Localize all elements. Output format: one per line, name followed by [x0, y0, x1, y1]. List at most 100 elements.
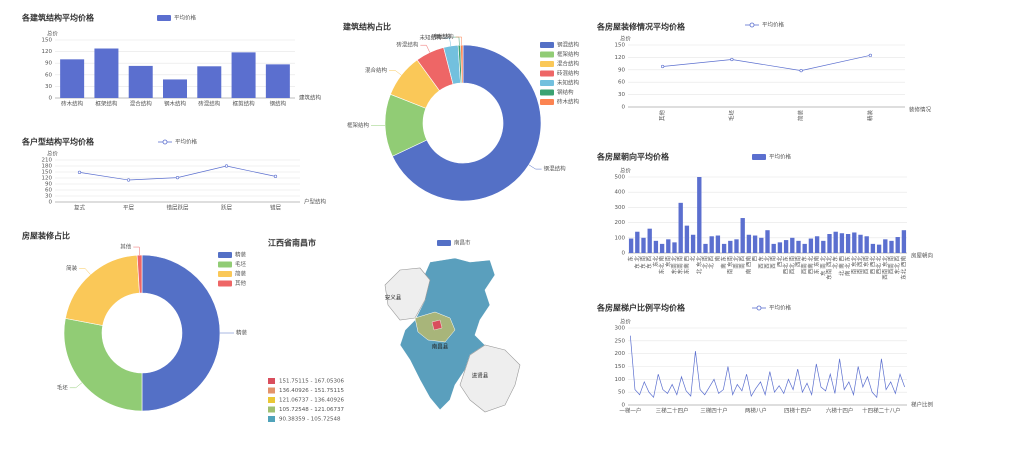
x-tick-label: 北 西 — [707, 256, 715, 269]
chart-title: 建筑结构占比 — [342, 22, 391, 32]
bar — [659, 243, 665, 253]
y-tick-label: 150 — [42, 170, 53, 176]
x-tick-label: 西 南 — [769, 256, 777, 269]
y-tick-label: 120 — [42, 176, 53, 182]
x-tick-label: 东北 — [651, 256, 659, 268]
y-tick-label: 30 — [45, 84, 52, 90]
chart-title: 各房屋朝向平均价格 — [596, 152, 670, 162]
x-tick-label: 北 南 西 — [837, 256, 845, 276]
x-tick-label: 南 东 — [720, 256, 728, 269]
slice-label: 砖混结构 — [396, 41, 419, 49]
bar — [647, 228, 652, 253]
bar — [852, 232, 857, 253]
x-tick-label: 西北 — [775, 256, 783, 268]
legend-icon — [540, 42, 554, 48]
legend-icon — [540, 51, 554, 58]
bar — [889, 240, 894, 253]
x-tick-label: 北 东 — [831, 256, 839, 269]
bar — [728, 240, 733, 253]
legend-label: 平均价格 — [769, 153, 792, 161]
pie-slice — [460, 44, 464, 84]
legend-icon — [218, 280, 232, 287]
y-tick-label: 150 — [615, 364, 626, 370]
bar — [827, 234, 832, 253]
bar — [635, 231, 640, 253]
x-tick-label: 西 — [752, 256, 759, 262]
point — [273, 174, 278, 178]
x-tick-label: 东 — [627, 256, 635, 262]
legend-icon — [218, 271, 232, 277]
chart-title: 江西省南昌市 — [268, 238, 316, 248]
x-tick-label: 南 东南 — [726, 256, 734, 275]
x-tick-label: 框剪结构 — [233, 100, 256, 108]
pie-slice — [392, 44, 542, 202]
y-tick-label: 400 — [615, 190, 626, 196]
legend-icon — [218, 252, 232, 258]
x-tick-label: 错层 — [270, 204, 282, 212]
y-tick-label: 300 — [615, 326, 626, 332]
legend-icon — [157, 15, 171, 21]
y-tick-label: 200 — [615, 220, 626, 226]
legend-icon — [540, 89, 554, 96]
bar — [870, 243, 876, 253]
bar — [703, 243, 708, 253]
bar — [678, 202, 683, 253]
bar — [833, 231, 838, 253]
bar — [876, 244, 882, 253]
y-axis-name: 总价 — [47, 150, 59, 158]
x-tick-label: 西南 东北 — [881, 256, 889, 280]
x-tick-label: 西北 东 — [782, 256, 790, 275]
leader-line — [389, 70, 402, 76]
legend-label: 砖木结构 — [557, 98, 580, 106]
x-axis-name: 户型结构 — [304, 198, 327, 206]
point — [77, 170, 82, 174]
x-tick-label: 东北 西南 — [899, 256, 907, 280]
visual-map-label: 121.06737 - 136.40926 — [279, 398, 344, 404]
x-tick-label: 北 南 — [701, 256, 709, 269]
y-tick-label: 210 — [42, 158, 53, 164]
x-tick-label: 三梯四十户 — [700, 407, 728, 415]
x-tick-label: 南 西北 — [856, 256, 864, 275]
bar — [60, 59, 85, 98]
chart-title: 各房屋装修情况平均价格 — [596, 22, 686, 32]
pie-slice — [63, 318, 143, 412]
x-tick-label: 北 — [689, 256, 697, 262]
legend-icon — [749, 22, 755, 28]
x-tick-label: 三梯二十四户 — [656, 407, 689, 415]
bar — [690, 234, 696, 253]
x-axis-name: 梯户比例 — [911, 401, 934, 409]
slice-label: 混合结构 — [365, 66, 388, 74]
chart-title: 房屋装修占比 — [22, 231, 70, 241]
x-tick-label: 东 南 北 — [819, 256, 827, 276]
legend-icon — [540, 80, 554, 86]
x-tick-label: 南 西南 — [744, 256, 752, 275]
x-tick-label: 西南 北 — [806, 256, 814, 275]
x-tick-label: 六梯十四户 — [826, 407, 854, 415]
y-tick-label: 180 — [42, 164, 53, 170]
x-tick-label: 西南 东 — [800, 256, 808, 275]
bar — [715, 235, 721, 253]
y-tick-label: 0 — [622, 105, 626, 111]
x-tick-label: 毛坯 — [727, 110, 735, 122]
x-tick-label: 西北 南 — [788, 256, 796, 275]
bar — [128, 65, 153, 98]
x-tick-label: 一梯一户 — [619, 407, 641, 415]
bar — [783, 240, 789, 253]
map-region — [384, 267, 431, 321]
visual-map-label: 136.40926 - 151.75115 — [279, 388, 344, 394]
bar — [858, 234, 863, 253]
y-tick-label: 120 — [615, 55, 626, 61]
x-tick-label: 东北 南 — [658, 256, 666, 275]
x-tick-label: 南 西 — [738, 256, 746, 269]
x-tick-label: 钢木结构 — [164, 100, 187, 108]
bar — [777, 242, 783, 253]
bar — [895, 237, 900, 253]
legend-icon — [752, 154, 766, 160]
y-axis-name: 总价 — [620, 318, 632, 326]
legend-icon — [756, 305, 762, 311]
legend-label: 平均价格 — [175, 138, 198, 146]
bar — [672, 242, 677, 253]
x-tick-label: 钢结构 — [270, 100, 287, 108]
x-tick-label: 南 — [713, 256, 721, 262]
